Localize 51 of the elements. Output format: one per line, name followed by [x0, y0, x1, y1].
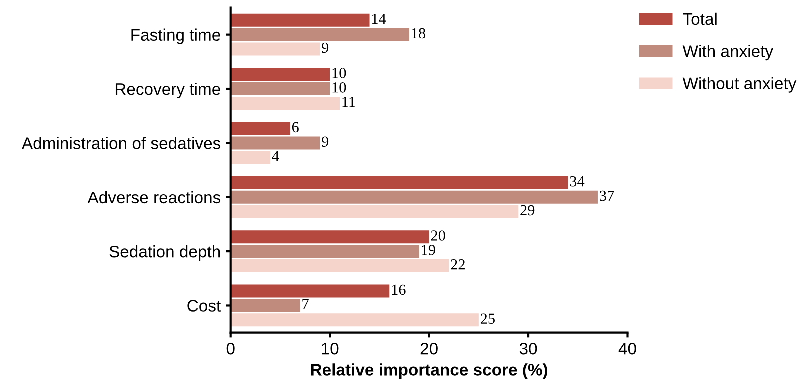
x-tick-label: 0 — [226, 342, 235, 355]
y-tick-label: Fasting time — [132, 28, 220, 44]
legend-label: Without anxiety — [682, 77, 797, 93]
bar — [230, 205, 519, 218]
data-label: 4 — [272, 151, 280, 162]
legend-label: With anxiety — [682, 45, 774, 61]
x-axis-title: Relative importance score (%) — [311, 364, 548, 380]
bar — [230, 230, 430, 244]
x-tick-label: 20 — [420, 342, 438, 355]
x-tick-label: 40 — [618, 342, 636, 355]
y-tick-label: Recovery time — [116, 82, 220, 99]
data-label: 9 — [322, 42, 329, 54]
bar — [230, 28, 410, 42]
y-tick-label: Adverse reactions — [88, 191, 221, 204]
data-label: 34 — [570, 176, 585, 187]
bar — [230, 82, 330, 96]
data-label: 9 — [322, 136, 329, 148]
bar — [230, 176, 568, 190]
bar — [230, 299, 300, 312]
legend-label: Total — [683, 12, 717, 26]
data-label: 16 — [392, 284, 406, 296]
bar — [230, 42, 320, 56]
data-label: 7 — [302, 299, 309, 310]
bar — [230, 314, 479, 327]
data-label: 11 — [342, 97, 356, 108]
data-label: 10 — [332, 82, 346, 93]
bar — [230, 190, 598, 204]
data-label: 14 — [372, 14, 386, 24]
data-label: 10 — [332, 68, 346, 78]
data-label: 25 — [480, 314, 495, 324]
data-label: 37 — [600, 190, 614, 202]
bar — [230, 151, 271, 164]
data-label: 29 — [520, 205, 535, 216]
x-tick-label: 10 — [322, 342, 339, 355]
data-label: 6 — [292, 122, 299, 133]
bar — [230, 122, 290, 136]
bar — [230, 259, 450, 272]
bar — [230, 245, 420, 258]
data-label: 19 — [422, 245, 436, 256]
bar — [230, 136, 320, 150]
bar — [230, 68, 330, 82]
y-tick-label: Cost — [188, 300, 222, 312]
data-label: 18 — [412, 28, 426, 39]
y-tick-label: Sedation depth — [110, 246, 220, 262]
bar — [230, 96, 340, 110]
y-tick-label: Administration of sedatives — [22, 137, 221, 150]
bar — [230, 14, 370, 27]
x-tick-label: 30 — [520, 342, 538, 355]
data-label: 22 — [451, 260, 465, 270]
data-label: 20 — [431, 230, 446, 241]
bar — [230, 284, 390, 298]
